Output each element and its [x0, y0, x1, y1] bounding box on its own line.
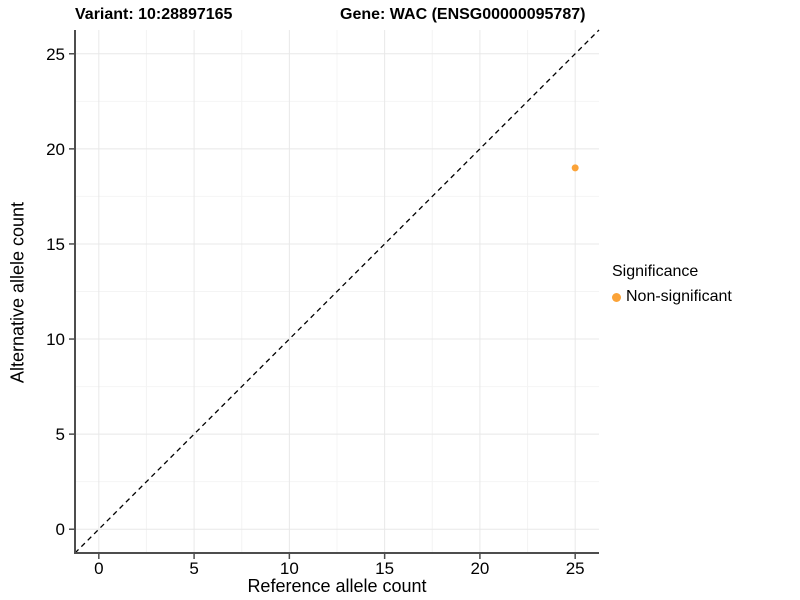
legend-point-swatch: [612, 292, 621, 302]
identity-line: [74, 29, 600, 554]
legend-title: Significance: [612, 263, 699, 280]
y-tick-label: 20: [46, 140, 65, 159]
variant-title: Variant: 10:28897165: [75, 6, 233, 23]
y-tick-label: 5: [56, 425, 65, 444]
x-tick-label: 0: [94, 559, 103, 578]
y-tick-label: 25: [46, 45, 65, 64]
y-tick-label: 15: [46, 235, 65, 254]
x-tick-label: 5: [189, 559, 198, 578]
x-tick-label: 10: [280, 559, 299, 578]
gene-title: Gene: WAC (ENSG00000095787): [340, 6, 586, 23]
x-tick-label: 25: [566, 559, 585, 578]
legend: Significance Non-significant: [612, 263, 732, 306]
x-tick-label: 15: [375, 559, 394, 578]
legend-entry-label: Non-significant: [626, 288, 732, 305]
x-axis-title: Reference allele count: [247, 576, 427, 596]
y-tick-label: 10: [46, 330, 65, 349]
y-axis-title: Alternative allele count: [7, 201, 28, 384]
data-point: [571, 164, 579, 172]
x-tick-label: 20: [470, 559, 489, 578]
y-tick-label: 0: [56, 520, 65, 539]
legend-entry-non-significant: Non-significant: [612, 288, 732, 306]
